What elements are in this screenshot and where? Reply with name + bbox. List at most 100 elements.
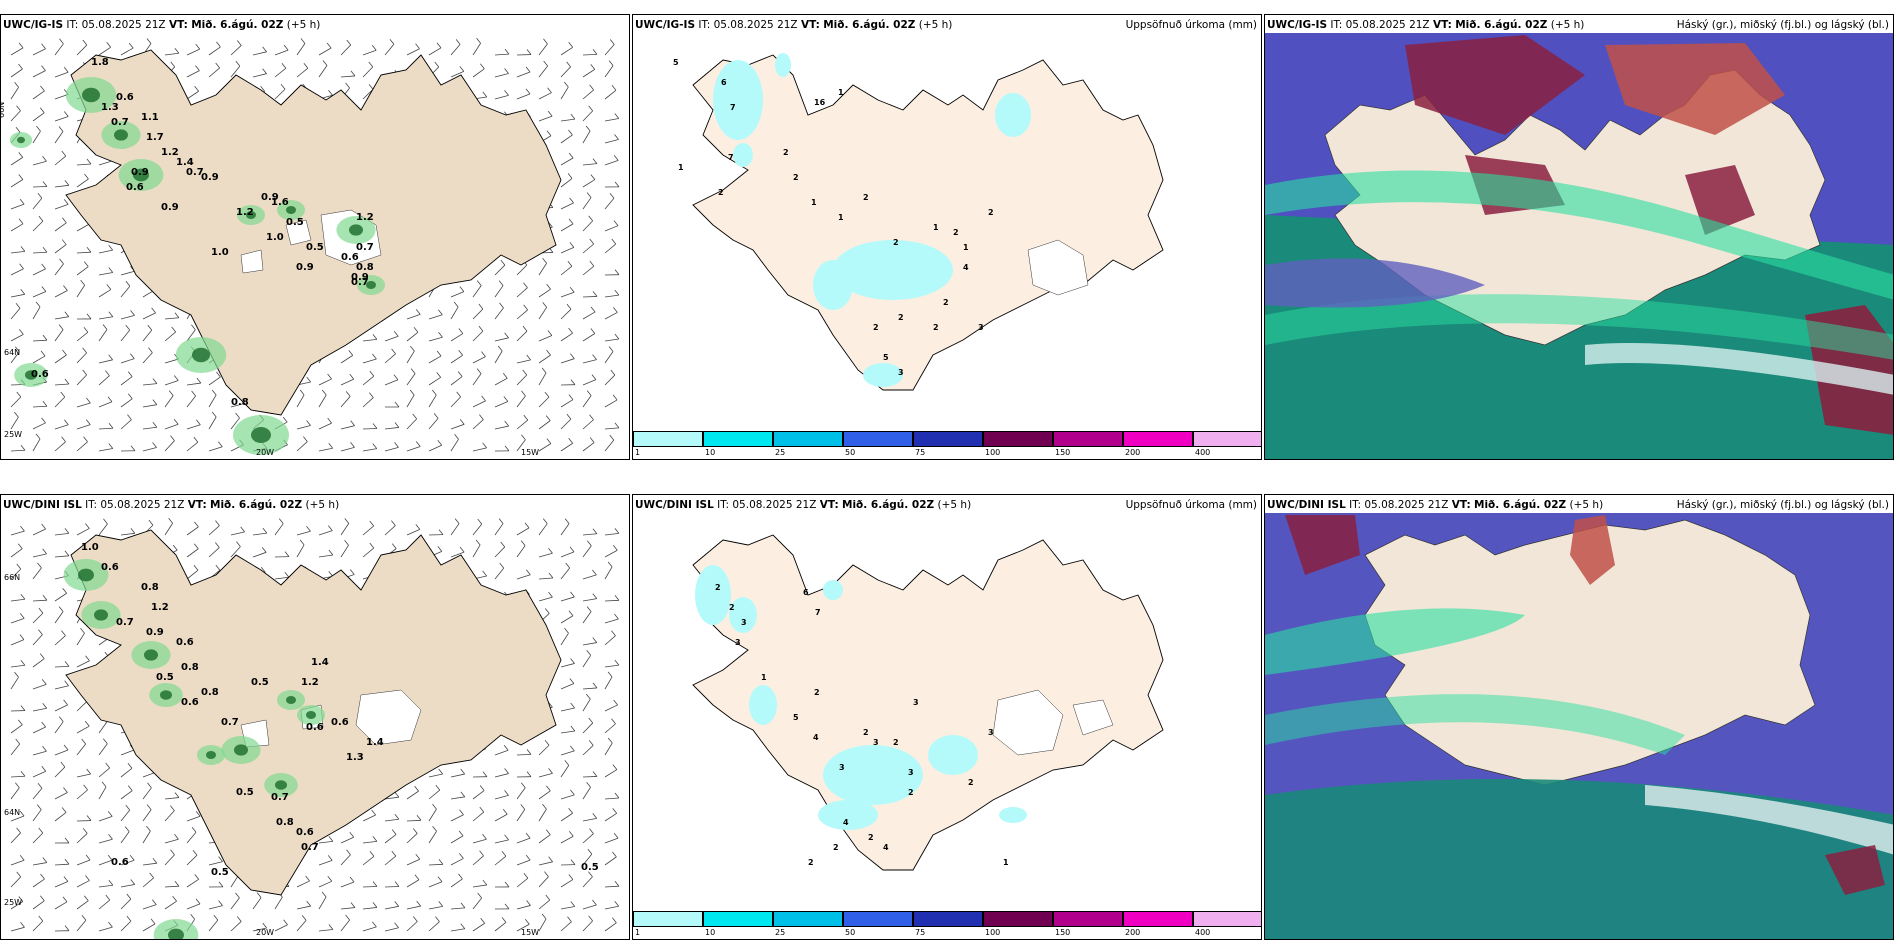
- wind-barb: [32, 48, 46, 56]
- wind-barb-flag: [327, 855, 333, 861]
- precip-value-label: 1.4: [366, 737, 384, 748]
- colorbar-swatch: [1193, 431, 1261, 447]
- wind-barb-flag: [15, 303, 21, 309]
- wind-barb: [560, 523, 570, 536]
- wind-barb: [296, 905, 311, 910]
- colorbar-tick-label: 1: [635, 448, 641, 457]
- wind-barb: [98, 289, 112, 298]
- wind-barb: [10, 334, 24, 342]
- wind-barb-flag: [42, 702, 48, 709]
- wind-barb: [32, 251, 48, 254]
- panel-dini-wind: UWC/DINI ISL IT: 05.08.2025 21Z VT: Mið.…: [0, 494, 630, 940]
- wind-barb-flag: [36, 804, 42, 810]
- wind-barb: [362, 49, 377, 56]
- wind-barb-flag: [18, 896, 24, 902]
- wind-barb-flag: [459, 419, 465, 425]
- wind-barb: [54, 685, 69, 690]
- wind-barb-flag: [477, 892, 482, 899]
- wind-barb-flag: [566, 61, 571, 68]
- wind-barb-flag: [235, 892, 240, 899]
- wind-barb-flag: [42, 400, 48, 407]
- accum-value-label: 4: [813, 733, 819, 742]
- wind-barb: [98, 401, 113, 408]
- wind-barb: [560, 663, 575, 668]
- wind-barb-flag: [588, 105, 594, 112]
- wind-barb-flag: [438, 529, 444, 535]
- wind-barb: [384, 353, 396, 364]
- wind-barb: [472, 447, 487, 452]
- wind-barb-flag: [85, 523, 90, 529]
- wind-barb: [472, 400, 486, 408]
- wind-barb-flag: [194, 874, 200, 880]
- wind-barb: [384, 427, 399, 430]
- wind-barb: [10, 676, 19, 690]
- lon-label-25w: 25W: [4, 430, 22, 439]
- wind-barb-flag: [409, 389, 415, 396]
- panel-igis-clouds: UWC/IG-IS IT: 05.08.2025 21Z VT: Mið. 6.…: [1264, 14, 1894, 460]
- wind-barb-flag: [608, 346, 614, 352]
- colorbar-tick-label: 400: [1195, 928, 1211, 937]
- wind-barb-flag: [20, 525, 25, 532]
- wind-barb-flag: [17, 543, 23, 549]
- wind-barb-flag: [394, 422, 400, 428]
- wind-barb: [494, 813, 508, 822]
- wind-barb-flag: [592, 682, 598, 689]
- wind-barb: [362, 547, 375, 558]
- wind-barb: [54, 441, 66, 452]
- wind-barb: [582, 745, 594, 756]
- wind-barb: [560, 358, 575, 364]
- wind-barb: [362, 66, 374, 78]
- wind-barb-flag: [86, 397, 91, 404]
- wind-barb: [604, 439, 615, 452]
- wind-barb: [164, 885, 180, 888]
- wind-barb: [560, 551, 575, 558]
- wind-barb-flag: [589, 238, 595, 245]
- wind-barb: [428, 808, 437, 822]
- wind-barb: [120, 398, 133, 408]
- wind-barb: [32, 112, 45, 122]
- wind-barb-flag: [368, 61, 374, 68]
- wind-barb-flag: [415, 524, 421, 530]
- wind-barb: [54, 131, 64, 144]
- wind-barb: [186, 424, 201, 430]
- wind-barb: [560, 418, 572, 430]
- wind-barb-flag: [592, 49, 598, 55]
- precip-value-label: 0.8: [201, 687, 219, 698]
- wind-barb: [560, 835, 574, 844]
- wind-barb-flag: [438, 859, 444, 865]
- wind-barb: [604, 599, 620, 602]
- wind-barb-flag: [460, 902, 466, 909]
- wind-barb-flag: [548, 856, 553, 863]
- wind-barb: [98, 721, 108, 734]
- wind-barb: [582, 243, 594, 254]
- colorbar-tick-label: 150: [1055, 928, 1071, 937]
- wind-barb: [428, 881, 443, 888]
- wind-barb: [32, 707, 47, 712]
- wind-barb-flag: [130, 445, 136, 452]
- accum-value-label: 4: [883, 843, 889, 852]
- wind-barb: [538, 92, 552, 100]
- wind-barb: [10, 926, 25, 932]
- accum-area: [833, 240, 953, 300]
- colorbar-swatch: [913, 431, 983, 447]
- wind-barb-flag: [589, 84, 594, 91]
- wind-barb-flag: [567, 260, 573, 267]
- wind-barb: [406, 314, 421, 320]
- wind-barb: [494, 350, 503, 364]
- wind-barb: [10, 743, 21, 756]
- wind-barb: [450, 44, 461, 56]
- wind-barb: [340, 425, 355, 430]
- wind-barb-flag: [590, 328, 596, 334]
- wind-barb-flag: [520, 804, 526, 810]
- wind-barb: [10, 901, 24, 910]
- wind-barb: [340, 44, 352, 56]
- wind-barb-flag: [614, 528, 620, 534]
- precip-value-label: 0.9: [161, 202, 179, 213]
- wind-barb: [384, 525, 396, 536]
- accum-value-label: 2: [814, 688, 820, 697]
- wind-barb-flag: [546, 438, 552, 444]
- wind-barb: [274, 523, 284, 536]
- wind-barb: [142, 877, 154, 888]
- wind-barb: [32, 553, 47, 558]
- wind-barb-flag: [148, 519, 154, 526]
